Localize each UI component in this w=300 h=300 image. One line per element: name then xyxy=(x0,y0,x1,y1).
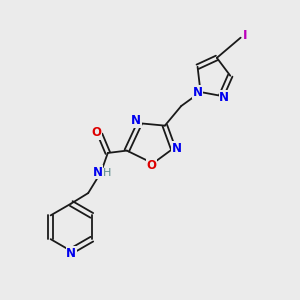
Text: N: N xyxy=(193,85,202,98)
Text: O: O xyxy=(146,159,157,172)
Text: O: O xyxy=(92,126,101,139)
Text: I: I xyxy=(243,29,248,42)
Text: N: N xyxy=(66,247,76,260)
Text: N: N xyxy=(92,166,102,179)
Text: H: H xyxy=(103,168,112,178)
Text: N: N xyxy=(219,91,229,103)
Text: N: N xyxy=(131,114,141,128)
Text: N: N xyxy=(172,142,182,155)
